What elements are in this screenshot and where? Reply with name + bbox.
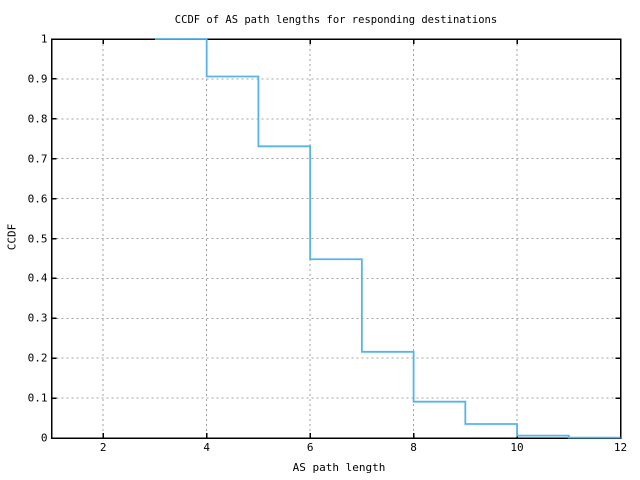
x-axis-label: AS path length: [292, 461, 386, 474]
y-tick-label: 0.4: [27, 271, 48, 285]
y-tick-label: 0.2: [27, 351, 48, 365]
tick-marks: [51, 39, 621, 438]
y-tick-label: 0.6: [27, 192, 48, 206]
y-tick-label: 0.1: [27, 391, 48, 405]
x-tick-label: 8: [410, 441, 417, 454]
y-tick-label: 0.5: [27, 232, 48, 245]
y-tick-label: 0.3: [27, 311, 48, 325]
y-tick-label: 0: [40, 431, 48, 445]
x-tick-label: 10: [510, 441, 524, 454]
grid-lines: [51, 39, 621, 438]
x-tick-label: 12: [613, 441, 628, 454]
ccdf-step-line: [154, 38, 621, 439]
x-tick-label: 6: [306, 441, 314, 454]
chart-title: CCDF of AS path lengths for responding d…: [174, 14, 498, 26]
y-tick-label: 1: [40, 32, 48, 46]
y-axis-label: CCDF: [5, 223, 19, 251]
x-tick-label: 4: [203, 441, 210, 454]
y-tick-label: 0.7: [27, 152, 48, 166]
y-tick-label: 0.8: [27, 112, 48, 126]
x-tick-label: 2: [99, 441, 107, 454]
y-tick-label: 0.9: [27, 72, 48, 86]
